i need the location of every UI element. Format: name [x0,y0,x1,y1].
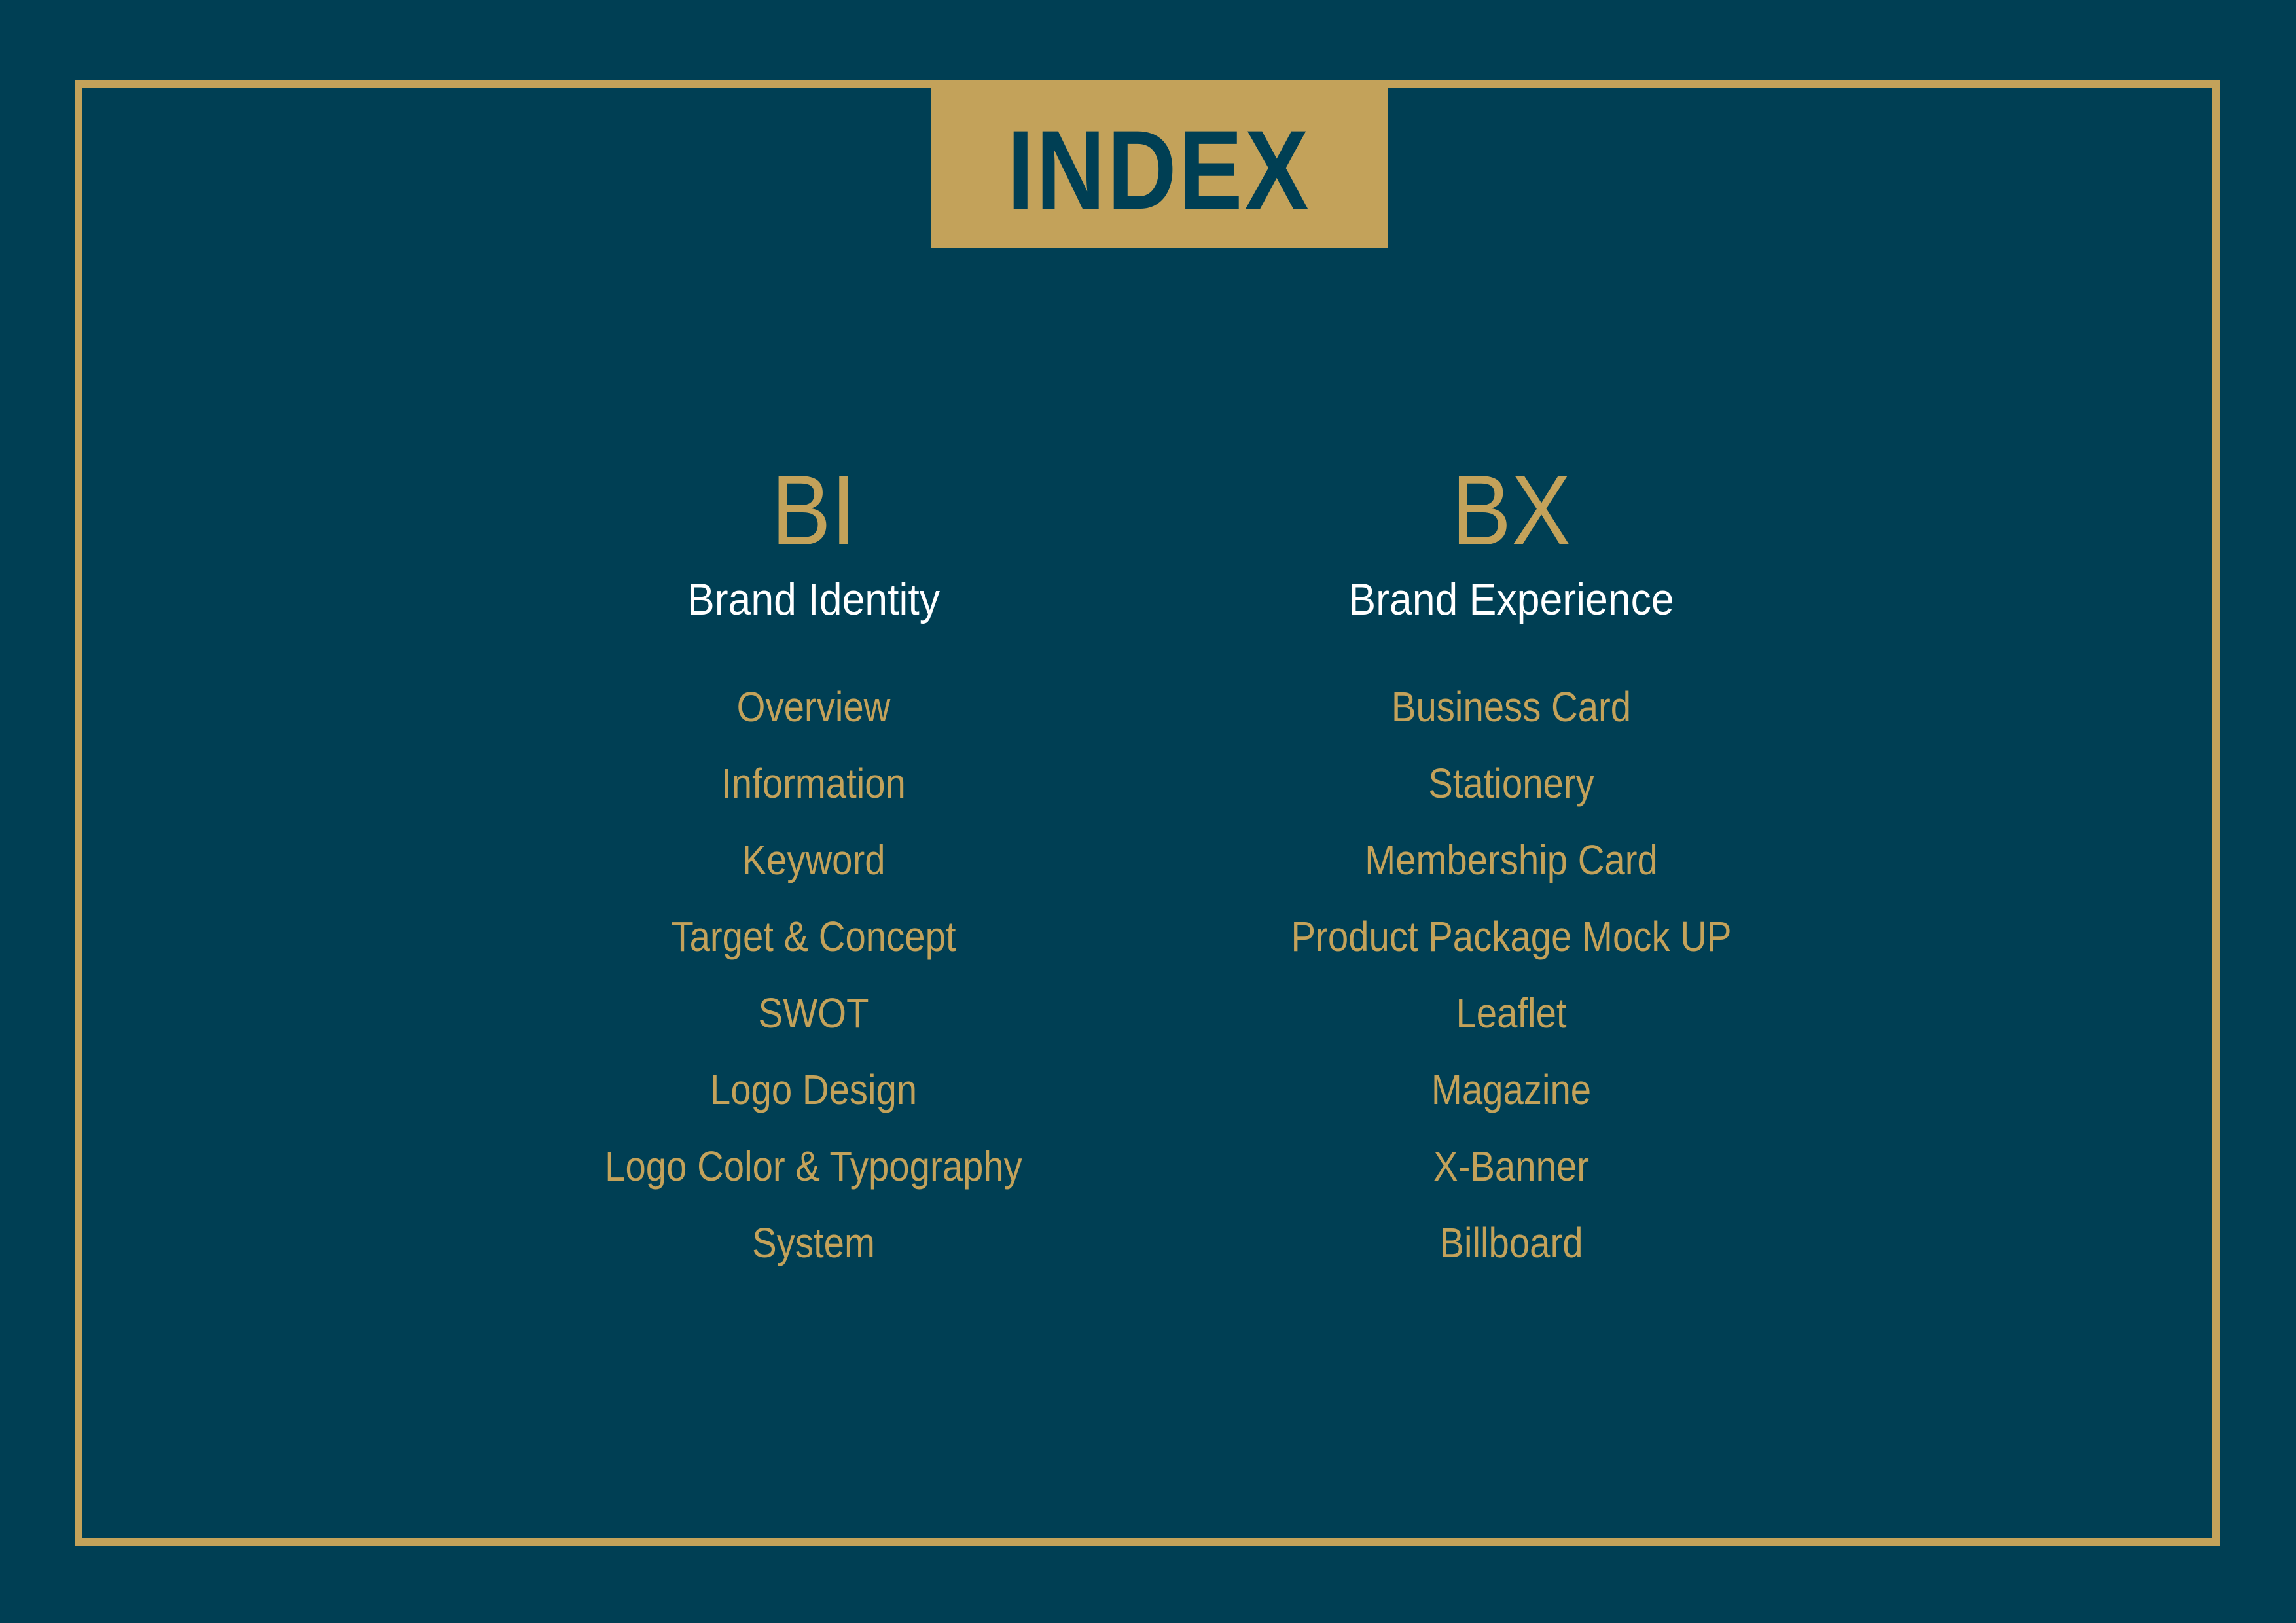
section-brand-identity: BI Brand Identity Overview Information K… [486,452,1141,1281]
index-item-business-card[interactable]: Business Card [1391,683,1632,730]
index-item-target-concept[interactable]: Target & Concept [671,913,956,960]
index-item-membership-card[interactable]: Membership Card [1365,836,1658,883]
index-item-magazine[interactable]: Magazine [1431,1066,1592,1113]
index-list-bi: Overview Information Keyword Target & Co… [486,669,1141,1281]
index-title-box: INDEX [931,88,1388,248]
index-frame-border [75,80,2220,1546]
index-item-information[interactable]: Information [721,760,906,807]
index-item-logo-design[interactable]: Logo Design [709,1066,918,1113]
section-subtitle-bi: Brand Identity [687,575,941,624]
index-item-overview[interactable]: Overview [736,683,891,730]
index-item-swot[interactable]: SWOT [758,990,869,1037]
section-abbr-bx: BX [1451,455,1571,566]
index-item-stationery[interactable]: Stationery [1428,760,1594,807]
index-list-bx: Business Card Stationery Membership Card… [1184,669,1839,1281]
section-brand-experience: BX Brand Experience Business Card Statio… [1184,452,1839,1281]
index-item-keyword[interactable]: Keyword [742,836,886,883]
section-abbr-bi: BI [771,455,856,566]
section-subtitle-bx: Brand Experience [1348,575,1674,624]
index-item-logo-color-typography[interactable]: Logo Color & Typography [605,1143,1022,1190]
index-item-billboard[interactable]: Billboard [1439,1219,1583,1266]
page-title: INDEX [1007,107,1311,233]
index-item-product-package-mockup[interactable]: Product Package Mock UP [1291,913,1732,960]
index-item-x-banner[interactable]: X-Banner [1433,1143,1589,1190]
index-item-system[interactable]: System [752,1219,875,1266]
index-item-leaflet[interactable]: Leaflet [1456,990,1567,1037]
